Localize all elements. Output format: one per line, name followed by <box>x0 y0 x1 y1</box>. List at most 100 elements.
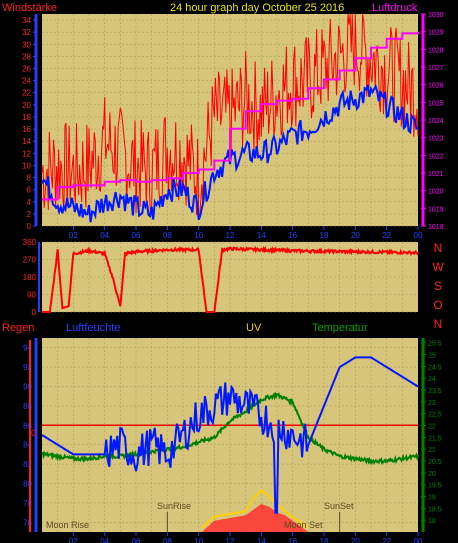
wind-x-tick-label: 12 <box>226 231 235 240</box>
wind-y-tick-label: 0 <box>27 222 32 231</box>
temperature-y-tick-label: 19.5 <box>428 483 442 490</box>
temperature-y-tick-label: 21 <box>428 447 436 454</box>
humidity-y-tick-label: 90 <box>23 383 32 392</box>
pressure-y-tick-label: 1018 <box>428 224 444 231</box>
temperature-y-tick-label: 23.5 <box>428 388 442 395</box>
hum-x-tick-label: 02 <box>69 537 78 543</box>
pressure-y-tick-label: 1028 <box>428 47 444 54</box>
dir-y-tick-label: 180 <box>23 273 37 282</box>
pressure-y-tick-label: 1019 <box>428 206 444 213</box>
temperature-y-tick-label: 25 <box>428 353 436 360</box>
temperature-series-line <box>41 391 419 466</box>
hum-x-tick-label: 06 <box>132 537 141 543</box>
wind-x-tick-label: 08 <box>163 231 172 240</box>
wind-x-tick-label: 04 <box>100 231 109 240</box>
temperature-y-tick-label: 23 <box>428 400 436 407</box>
compass-label: W <box>432 260 444 274</box>
temperature-y-tick-label: 22 <box>428 424 436 431</box>
pressure-y-tick-label: 1026 <box>428 83 444 90</box>
wind-y-tick-label: 32 <box>22 28 31 37</box>
humidity-temp-axes: 76 78 80 82 84 86 88 90 92 94 18 18.5 19 19.5 20 20.5 21… <box>23 338 442 543</box>
wind-y-tick-label: 14 <box>22 137 31 146</box>
pressure-series-line <box>42 31 419 201</box>
wind-y-tick-label: 22 <box>22 89 31 98</box>
wind-direction-series <box>42 245 419 313</box>
wind-x-tick-label: 18 <box>320 231 329 240</box>
temperature-y-tick-label: 20.5 <box>428 459 442 466</box>
rain-zero-label: 0 <box>31 428 36 438</box>
wind-y-tick-label: 2 <box>27 210 32 219</box>
sunrise-label: SunRise <box>157 501 191 511</box>
dir-y-tick-label: 360 <box>23 238 37 247</box>
temperature-y-tick-label: 20 <box>428 471 436 478</box>
wind-x-tick-label: 10 <box>194 231 203 240</box>
wind-y-tick-label: 18 <box>22 113 31 122</box>
direction-series-line <box>42 245 419 313</box>
wind-y-tick-label: 16 <box>22 125 31 134</box>
moon-set-label: Moon Set <box>284 520 323 530</box>
wind-y-tick-label: 10 <box>22 161 31 170</box>
pressure-y-tick-label: 1021 <box>428 171 444 178</box>
temperature-y-tick-label: 22.5 <box>428 412 442 419</box>
humidity-y-tick-label: 82 <box>23 460 32 469</box>
humidity-y-tick-label: 94 <box>23 344 32 353</box>
dir-y-tick-label: 270 <box>23 256 37 265</box>
pressure-y-tick-label: 1027 <box>428 65 444 72</box>
hum-x-tick-label: 20 <box>351 537 360 543</box>
humidity-temp-series <box>41 356 419 532</box>
temperature-y-tick-label: 18.5 <box>428 506 442 513</box>
humidity-axis-title: Luftfeuchte <box>66 322 120 334</box>
wind-x-tick-label: 16 <box>288 231 297 240</box>
pressure-y-tick-label: 1022 <box>428 153 444 160</box>
pressure-y-tick-label: 1025 <box>428 100 444 107</box>
temperature-y-tick-label: 21.5 <box>428 435 442 442</box>
pressure-y-tick-label: 1023 <box>428 136 444 143</box>
compass-label: S <box>434 279 442 293</box>
chart-title: 24 hour graph day October 25 2016 <box>170 2 344 14</box>
wind-x-tick-label: 02 <box>69 231 78 240</box>
temperature-y-tick-label: 18 <box>428 518 436 525</box>
hum-x-tick-label: 18 <box>320 537 329 543</box>
rain-axis-title: Regen <box>2 322 34 334</box>
temperature-axis-title: Temperatur <box>312 322 368 334</box>
compass-label: N <box>434 317 443 331</box>
wind-x-tick-label: 20 <box>351 231 360 240</box>
uv-axis-title: UV <box>246 322 262 334</box>
pressure-y-tick-label: 1020 <box>428 189 444 196</box>
humidity-y-tick-label: 88 <box>23 402 32 411</box>
humidity-y-tick-label: 76 <box>23 518 32 527</box>
hum-x-tick-label: 22 <box>382 537 391 543</box>
wind-y-tick-label: 12 <box>22 149 31 158</box>
hum-x-tick-label: 16 <box>288 537 297 543</box>
humidity-y-tick-label: 80 <box>23 480 32 489</box>
wind-y-tick-label: 8 <box>27 174 32 183</box>
wind-x-tick-label: 00 <box>414 231 423 240</box>
compass-label: O <box>433 298 442 312</box>
wind-y-tick-label: 28 <box>22 52 31 61</box>
wind-y-tick-label: 34 <box>22 16 31 25</box>
hum-x-tick-label: 00 <box>414 537 423 543</box>
wind-pressure-series <box>41 13 419 223</box>
wind-y-tick-label: 30 <box>22 40 31 49</box>
temperature-y-tick-label: 19 <box>428 495 436 502</box>
hum-x-tick-label: 08 <box>163 537 172 543</box>
pressure-y-tick-label: 1030 <box>428 12 444 19</box>
wind-y-tick-label: 26 <box>22 65 31 74</box>
sunset-label: SunSet <box>324 501 354 511</box>
wind-pressure-axes: 0246810121416182022242628303234101810191… <box>22 12 444 240</box>
humidity-y-tick-label: 84 <box>23 441 32 450</box>
wind-axis-title: Windstärke <box>2 2 57 14</box>
gust-series-line <box>41 13 419 219</box>
temperature-y-tick-label: 25.5 <box>428 341 442 348</box>
humidity-y-tick-label: 86 <box>23 421 32 430</box>
hum-x-tick-label: 10 <box>194 537 203 543</box>
wind-y-tick-label: 20 <box>22 101 31 110</box>
wind-y-tick-label: 6 <box>27 186 32 195</box>
uv-series-line <box>201 488 309 529</box>
pressure-axis-title: Luftdruck <box>372 2 418 14</box>
humidity-y-tick-label: 78 <box>23 499 32 508</box>
hum-x-tick-label: 14 <box>257 537 266 543</box>
